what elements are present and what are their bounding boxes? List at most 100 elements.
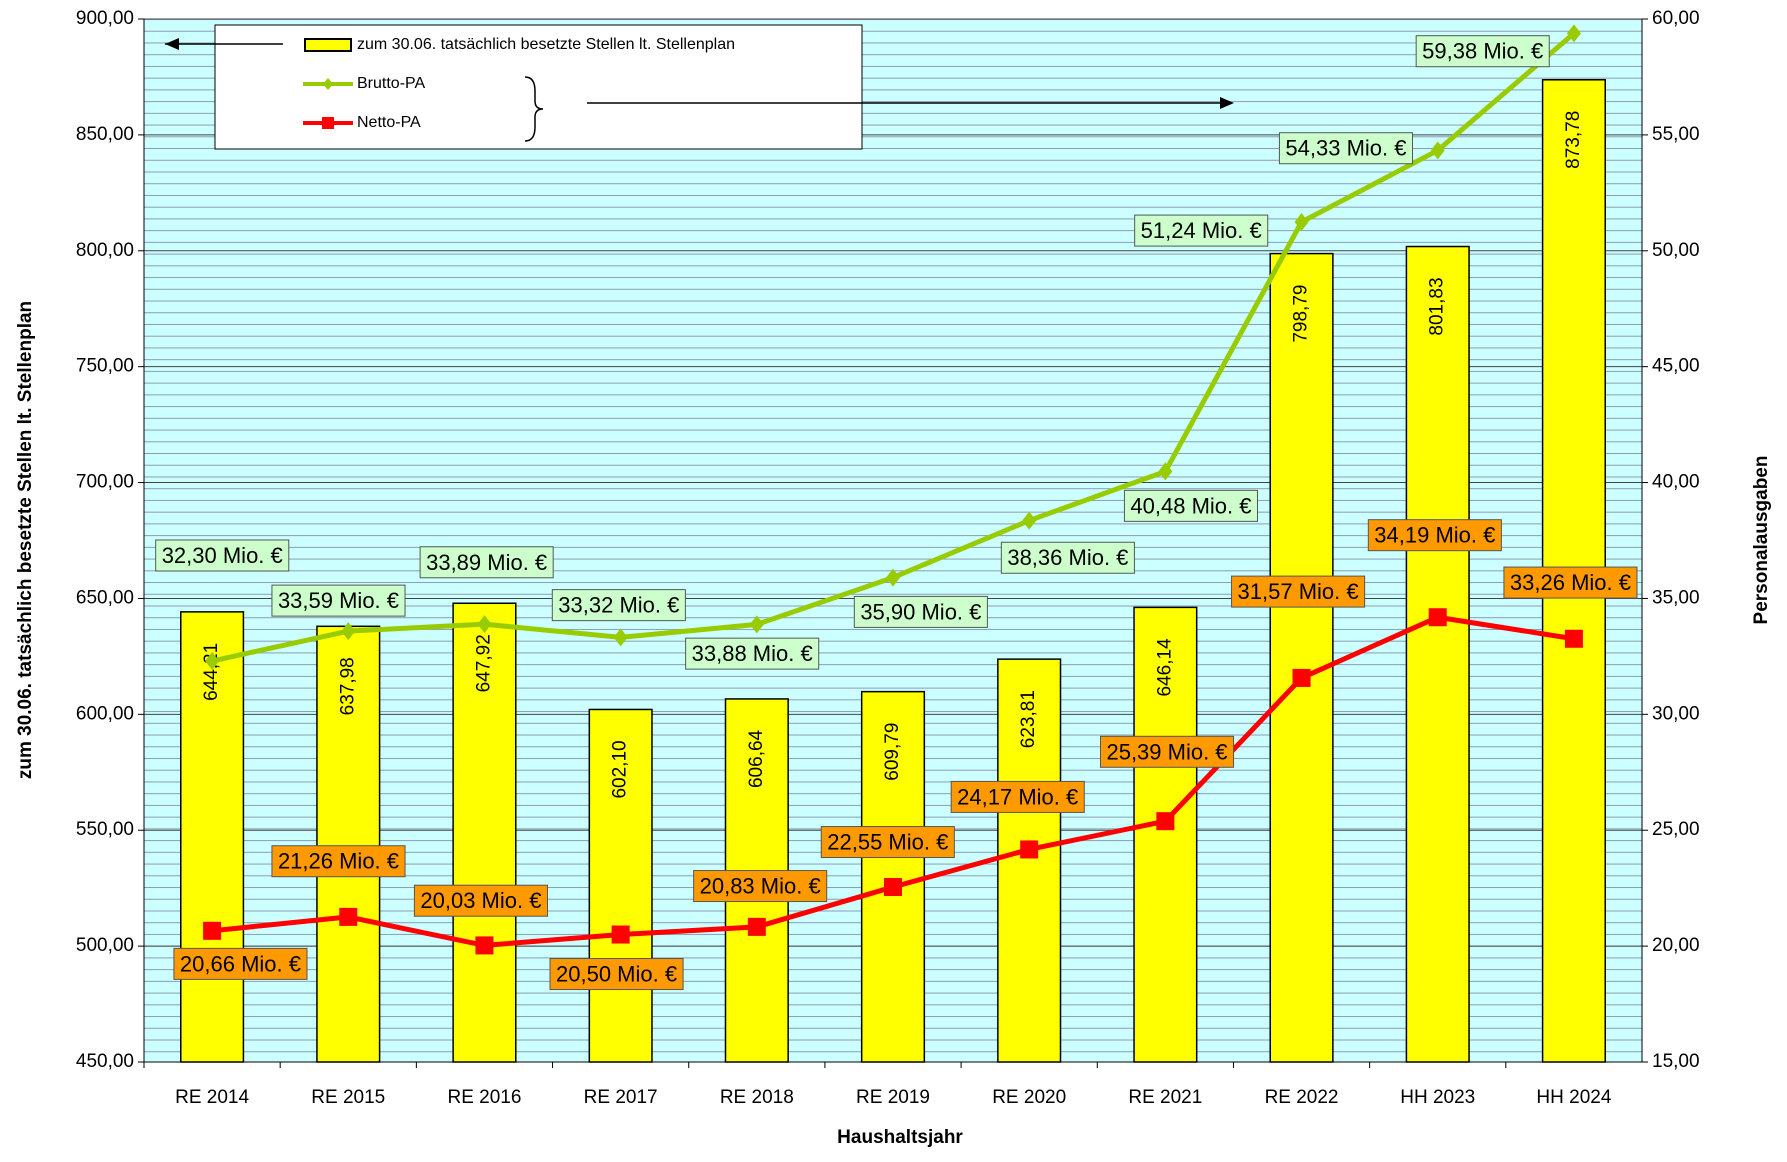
y-tick-label: 650,00 — [76, 587, 134, 608]
bar — [180, 611, 245, 1063]
marker — [1566, 24, 1581, 43]
bar-value-label: 623,81 — [1018, 690, 1039, 748]
data-label-text: 59,38 Mio. € — [1422, 39, 1543, 64]
data-label: 33,26 Mio. € — [1503, 566, 1638, 599]
data-label: 32,30 Mio. € — [155, 539, 290, 572]
legend-label: Brutto-PA — [357, 75, 426, 92]
data-label-box — [1123, 489, 1258, 522]
marker — [1020, 840, 1039, 859]
marker — [1292, 668, 1311, 687]
marker — [1156, 812, 1175, 831]
data-label-text: 22,55 Mio. € — [827, 830, 948, 855]
data-label: 34,19 Mio. € — [1367, 519, 1502, 552]
data-label-box — [1367, 519, 1502, 552]
brace — [524, 76, 544, 142]
data-label-box — [155, 539, 290, 572]
bar-value-label: 801,83 — [1427, 277, 1448, 335]
data-label-text: 20,50 Mio. € — [556, 962, 677, 987]
x-tick-label: RE 2018 — [720, 1087, 794, 1108]
y-tick-label: 600,00 — [76, 703, 134, 724]
data-label: 33,88 Mio. € — [685, 637, 820, 670]
bar-value-label: 637,98 — [337, 657, 358, 715]
bar — [997, 658, 1062, 1063]
y2-tick-label: 60,00 — [1652, 8, 1700, 29]
x-tick-label: RE 2021 — [1128, 1087, 1202, 1108]
data-label-box — [419, 546, 554, 579]
bar — [860, 690, 926, 1063]
marker — [1294, 213, 1309, 232]
x-tick-label: HH 2024 — [1536, 1087, 1611, 1108]
data-label-box — [1099, 735, 1235, 768]
y-tick-label: 900,00 — [76, 8, 134, 29]
bar — [1133, 606, 1198, 1063]
y-tick-label: 850,00 — [76, 124, 134, 145]
y-tick-label: 450,00 — [76, 1051, 134, 1072]
data-label: 31,57 Mio. € — [1231, 575, 1366, 608]
data-label-text: 20,03 Mio. € — [420, 888, 541, 913]
y2-tick-label: 35,00 — [1652, 587, 1700, 608]
marker — [339, 907, 358, 926]
y2-tick-label: 20,00 — [1652, 935, 1700, 956]
marker — [477, 615, 492, 634]
marker — [1430, 141, 1445, 160]
arrow-head — [1220, 97, 1234, 109]
legend-swatch — [304, 38, 352, 52]
x-tick-label: RE 2020 — [992, 1087, 1066, 1108]
x-tick-label: RE 2016 — [447, 1087, 521, 1108]
y-tick-label: 750,00 — [76, 356, 134, 377]
data-label-box — [820, 826, 955, 859]
data-label: 33,59 Mio. € — [271, 584, 406, 617]
marker — [1564, 629, 1583, 648]
data-label: 20,66 Mio. € — [173, 947, 308, 980]
y-tick-label: 500,00 — [76, 935, 134, 956]
x-axis-title: Haushaltsjahr — [837, 1127, 963, 1148]
data-label-text: 33,26 Mio. € — [1510, 570, 1631, 595]
legend-marker — [323, 78, 333, 90]
data-label: 20,03 Mio. € — [413, 884, 548, 917]
data-label-box — [551, 589, 686, 622]
data-label: 54,33 Mio. € — [1278, 132, 1413, 165]
marker — [1158, 462, 1173, 481]
marker — [611, 925, 630, 944]
data-label: 22,55 Mio. € — [820, 826, 955, 859]
data-label: 33,89 Mio. € — [419, 546, 554, 579]
bar-value-label: 646,14 — [1154, 638, 1175, 697]
y2-tick-label: 45,00 — [1652, 356, 1700, 377]
data-label: 33,32 Mio. € — [551, 589, 686, 622]
data-label-text: 21,26 Mio. € — [278, 849, 399, 874]
y2-tick-label: 50,00 — [1652, 240, 1700, 261]
marker — [203, 921, 222, 940]
data-label: 20,83 Mio. € — [693, 870, 828, 903]
marker — [613, 628, 628, 647]
x-tick-label: HH 2023 — [1400, 1087, 1475, 1108]
data-label-text: 24,17 Mio. € — [957, 784, 1078, 809]
bar — [452, 602, 517, 1063]
y2-tick-label: 25,00 — [1652, 819, 1700, 840]
data-label-box — [1134, 214, 1269, 247]
bar-value-label: 606,64 — [746, 729, 767, 788]
y2-tick-label: 30,00 — [1652, 703, 1700, 724]
data-label-box — [1231, 575, 1366, 608]
data-label-box — [1503, 566, 1638, 599]
marker — [205, 652, 220, 671]
data-label: 20,50 Mio. € — [549, 958, 684, 991]
marker — [1022, 511, 1037, 530]
x-tick-label: RE 2019 — [856, 1087, 930, 1108]
marker — [749, 615, 764, 634]
data-label-text: 38,36 Mio. € — [1007, 545, 1128, 570]
x-tick-label: RE 2017 — [584, 1087, 658, 1108]
data-label-box — [271, 584, 406, 617]
data-label-box — [1278, 132, 1413, 165]
data-label-text: 54,33 Mio. € — [1285, 136, 1406, 161]
data-label-text: 20,66 Mio. € — [180, 951, 301, 976]
data-label-text: 25,39 Mio. € — [1106, 739, 1227, 764]
legend-label: zum 30.06. tatsächlich besetzte Stellen … — [357, 36, 735, 53]
y-axis-title: zum 30.06. tatsächlich besetzte Stellen … — [15, 301, 36, 779]
y2-axis-title: Personalausgaben — [1751, 456, 1772, 625]
data-label-text: 33,59 Mio. € — [278, 588, 399, 613]
bar-value-label: 873,78 — [1563, 111, 1584, 169]
data-label-box — [950, 780, 1085, 813]
bar — [316, 625, 381, 1063]
y2-tick-label: 55,00 — [1652, 124, 1700, 145]
